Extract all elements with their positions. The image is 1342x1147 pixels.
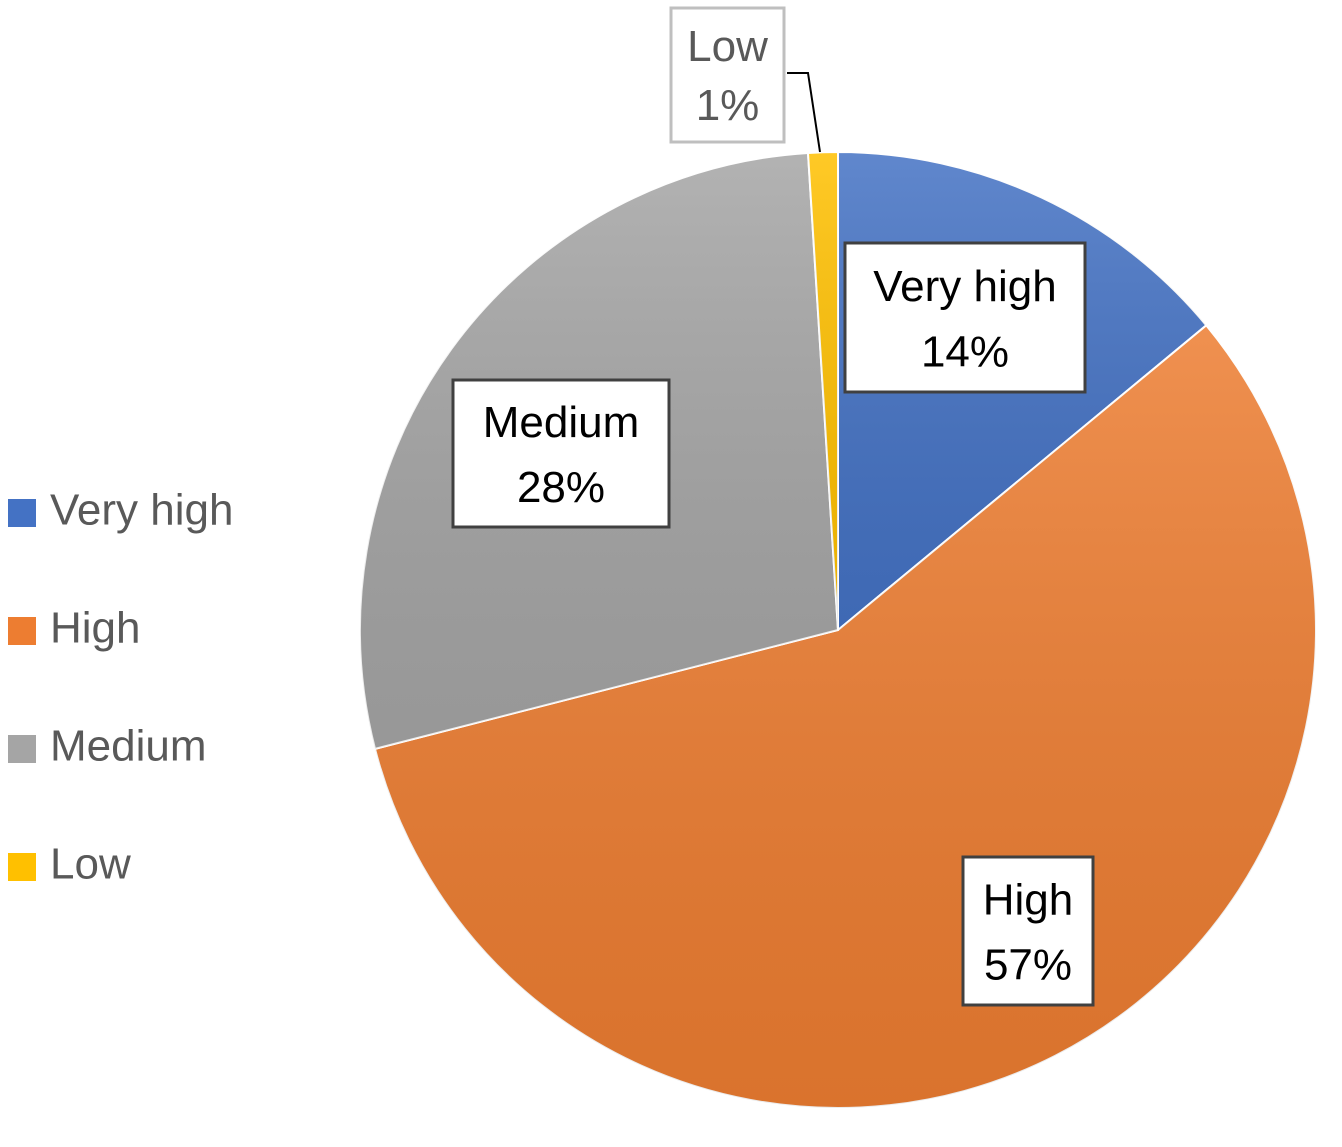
data-label-category: Very high bbox=[873, 262, 1056, 311]
legend-swatch bbox=[8, 853, 36, 881]
data-label-box bbox=[451, 378, 671, 529]
data-label-value: 28% bbox=[517, 463, 605, 512]
legend-label: Very high bbox=[50, 486, 233, 535]
data-label-value: 57% bbox=[984, 941, 1072, 990]
legend-swatch bbox=[8, 499, 36, 527]
legend-label: High bbox=[50, 604, 141, 653]
legend-label: Low bbox=[50, 840, 131, 889]
legend-swatch bbox=[8, 735, 36, 763]
data-label-box bbox=[669, 6, 786, 144]
data-label-value: 1% bbox=[696, 81, 760, 130]
data-label-category: High bbox=[983, 876, 1074, 925]
data-label-box bbox=[843, 241, 1087, 394]
leader-line bbox=[787, 72, 821, 153]
legend-swatch bbox=[8, 617, 36, 645]
data-label-category: Medium bbox=[483, 398, 640, 447]
data-label-value: 14% bbox=[921, 327, 1009, 376]
data-label-box bbox=[961, 855, 1095, 1007]
legend-label: Medium bbox=[50, 722, 207, 771]
data-label-category: Low bbox=[687, 22, 768, 71]
